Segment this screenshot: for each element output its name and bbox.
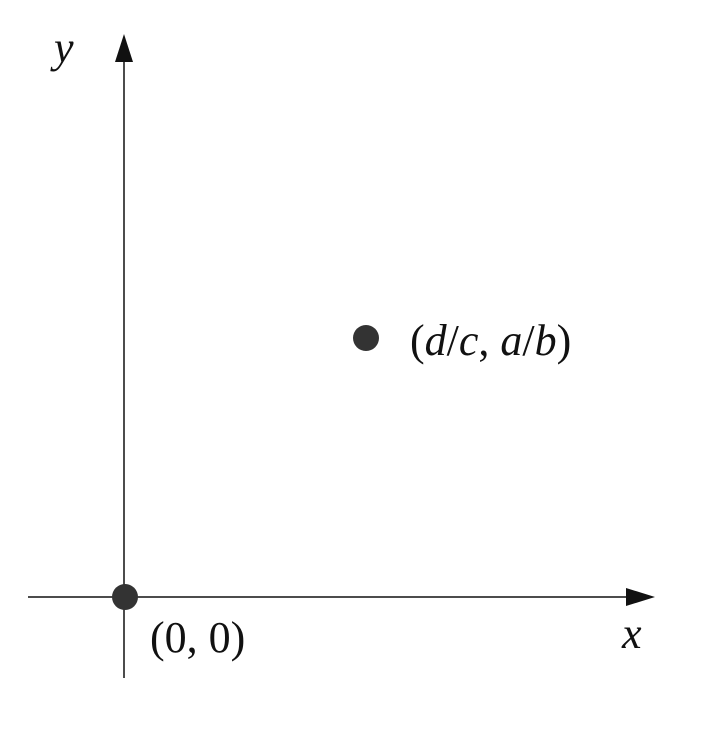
- y-axis-label: y: [50, 23, 74, 72]
- y-axis-arrow: [115, 34, 133, 62]
- equilibrium-point: [353, 325, 379, 351]
- origin-point: [112, 584, 138, 610]
- x-axis-label: x: [621, 609, 642, 658]
- point-label: (d/c, a/b): [410, 316, 571, 365]
- origin-label: (0, 0): [150, 613, 245, 662]
- x-axis-arrow: [626, 588, 655, 606]
